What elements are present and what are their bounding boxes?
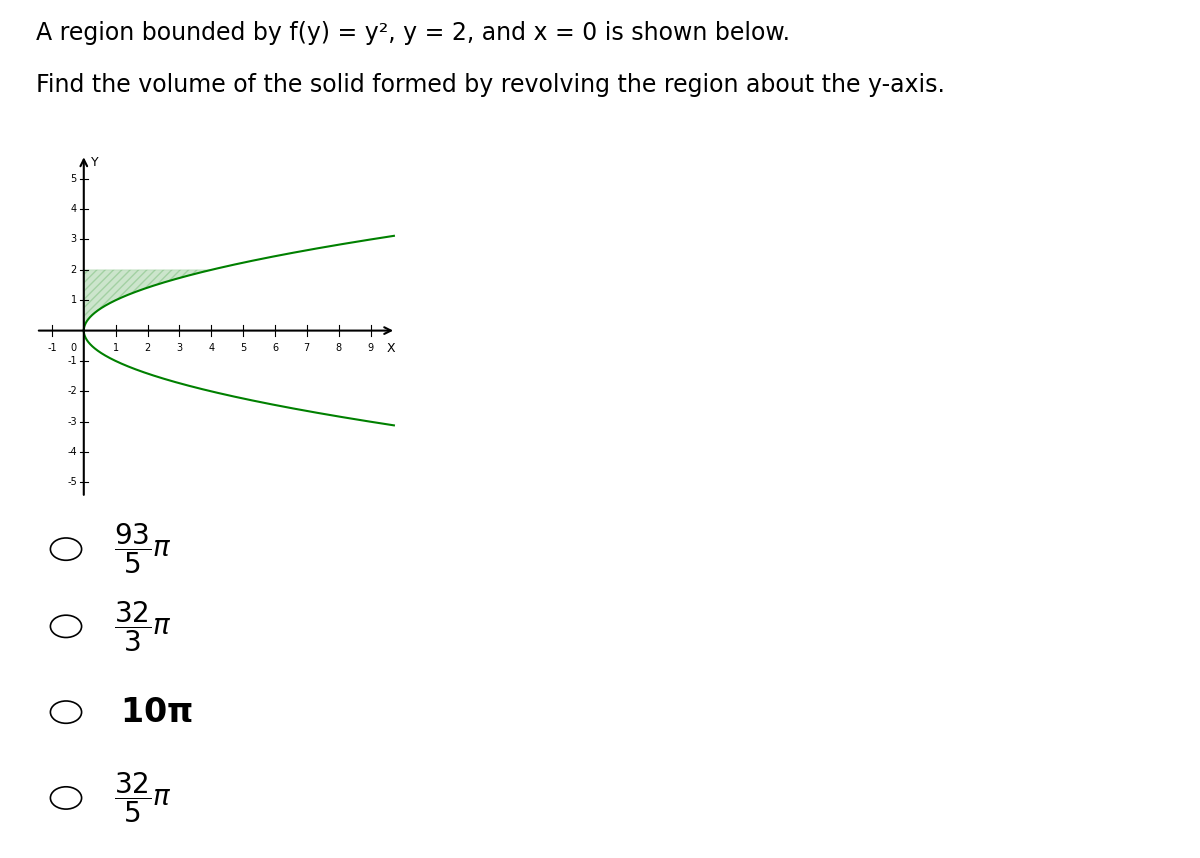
Text: Find the volume of the solid formed by revolving the region about the y-axis.: Find the volume of the solid formed by r…: [36, 73, 944, 97]
Text: -4: -4: [67, 447, 77, 457]
Text: -5: -5: [67, 477, 77, 487]
Text: $\mathbf{10\pi}$: $\mathbf{10\pi}$: [120, 696, 193, 728]
Text: 1: 1: [71, 295, 77, 305]
Text: 4: 4: [208, 343, 215, 353]
Text: 7: 7: [304, 343, 310, 353]
Text: 0: 0: [71, 343, 77, 353]
Text: 2: 2: [71, 265, 77, 275]
Text: -1: -1: [47, 343, 56, 353]
Text: X: X: [386, 342, 396, 355]
Text: 5: 5: [71, 173, 77, 184]
Text: $\dfrac{32}{3}\pi$: $\dfrac{32}{3}\pi$: [114, 599, 172, 654]
Text: $\dfrac{32}{5}\pi$: $\dfrac{32}{5}\pi$: [114, 770, 172, 825]
Text: 8: 8: [336, 343, 342, 353]
Text: 3: 3: [176, 343, 182, 353]
Text: -2: -2: [67, 386, 77, 396]
Text: -3: -3: [67, 417, 77, 426]
Text: 6: 6: [272, 343, 278, 353]
Text: 5: 5: [240, 343, 246, 353]
Text: 9: 9: [367, 343, 373, 353]
Text: A region bounded by f(y) = y², y = 2, and x = 0 is shown below.: A region bounded by f(y) = y², y = 2, an…: [36, 21, 790, 45]
Text: 2: 2: [144, 343, 151, 353]
Text: 3: 3: [71, 234, 77, 245]
Text: -1: -1: [67, 356, 77, 366]
Text: 4: 4: [71, 204, 77, 214]
Text: $\dfrac{93}{5}\pi$: $\dfrac{93}{5}\pi$: [114, 522, 172, 577]
Text: Y: Y: [91, 156, 98, 169]
Text: 1: 1: [113, 343, 119, 353]
